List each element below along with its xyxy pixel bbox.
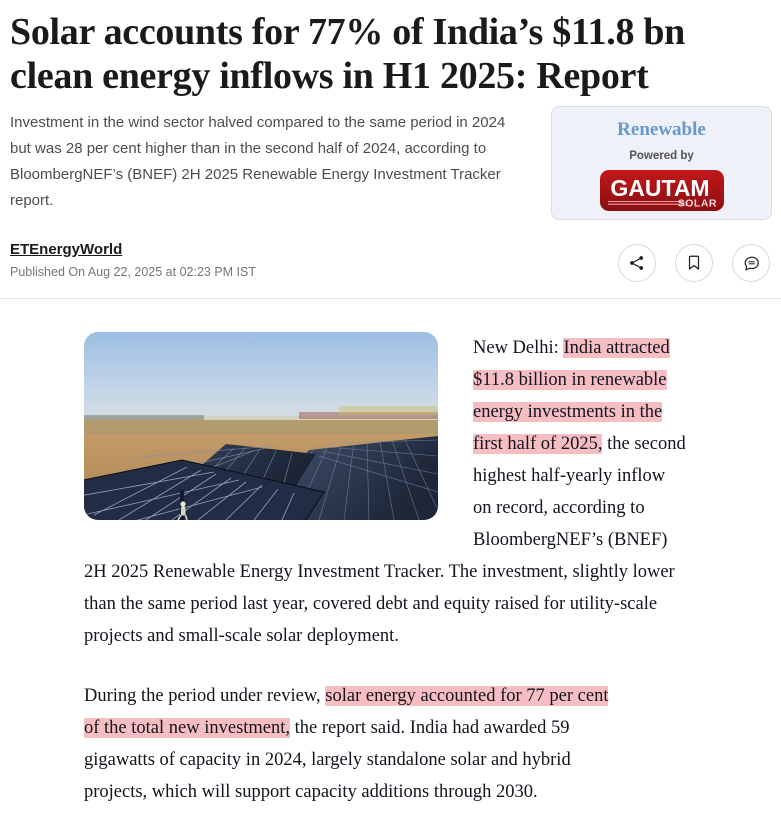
svg-text:SOLAR: SOLAR	[677, 198, 716, 210]
